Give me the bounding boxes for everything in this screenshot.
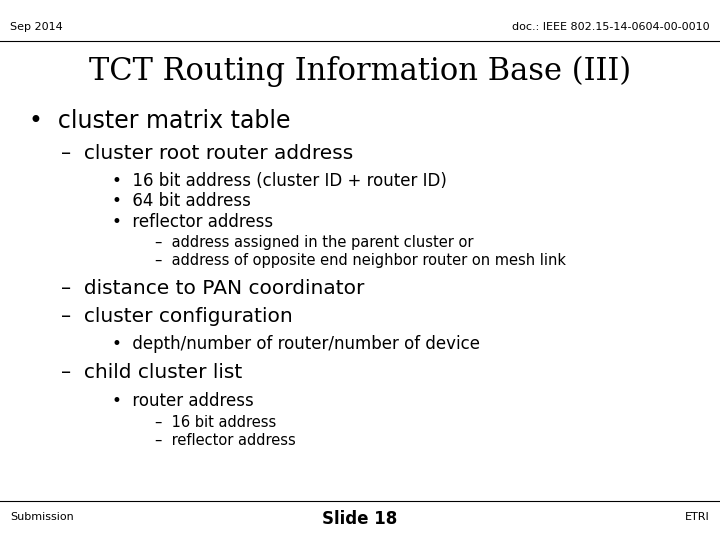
- Text: –  cluster configuration: – cluster configuration: [61, 307, 293, 327]
- Text: ETRI: ETRI: [685, 512, 710, 522]
- Text: doc.: IEEE 802.15-14-0604-00-0010: doc.: IEEE 802.15-14-0604-00-0010: [513, 22, 710, 32]
- Text: TCT Routing Information Base (III): TCT Routing Information Base (III): [89, 56, 631, 87]
- Text: Sep 2014: Sep 2014: [10, 22, 63, 32]
- Text: –  address of opposite end neighbor router on mesh link: – address of opposite end neighbor route…: [155, 253, 566, 268]
- Text: •  router address: • router address: [112, 392, 253, 410]
- Text: Slide 18: Slide 18: [323, 510, 397, 529]
- Text: Submission: Submission: [10, 512, 74, 522]
- Text: –  cluster root router address: – cluster root router address: [61, 144, 354, 164]
- Text: –  distance to PAN coordinator: – distance to PAN coordinator: [61, 279, 364, 299]
- Text: •  64 bit address: • 64 bit address: [112, 192, 251, 211]
- Text: •  cluster matrix table: • cluster matrix table: [29, 110, 290, 133]
- Text: –  address assigned in the parent cluster or: – address assigned in the parent cluster…: [155, 235, 473, 250]
- Text: –  16 bit address: – 16 bit address: [155, 415, 276, 430]
- Text: •  depth/number of router/number of device: • depth/number of router/number of devic…: [112, 335, 480, 353]
- Text: •  reflector address: • reflector address: [112, 213, 273, 231]
- Text: –  child cluster list: – child cluster list: [61, 363, 243, 382]
- Text: –  reflector address: – reflector address: [155, 433, 295, 448]
- Text: •  16 bit address (cluster ID + router ID): • 16 bit address (cluster ID + router ID…: [112, 172, 446, 190]
